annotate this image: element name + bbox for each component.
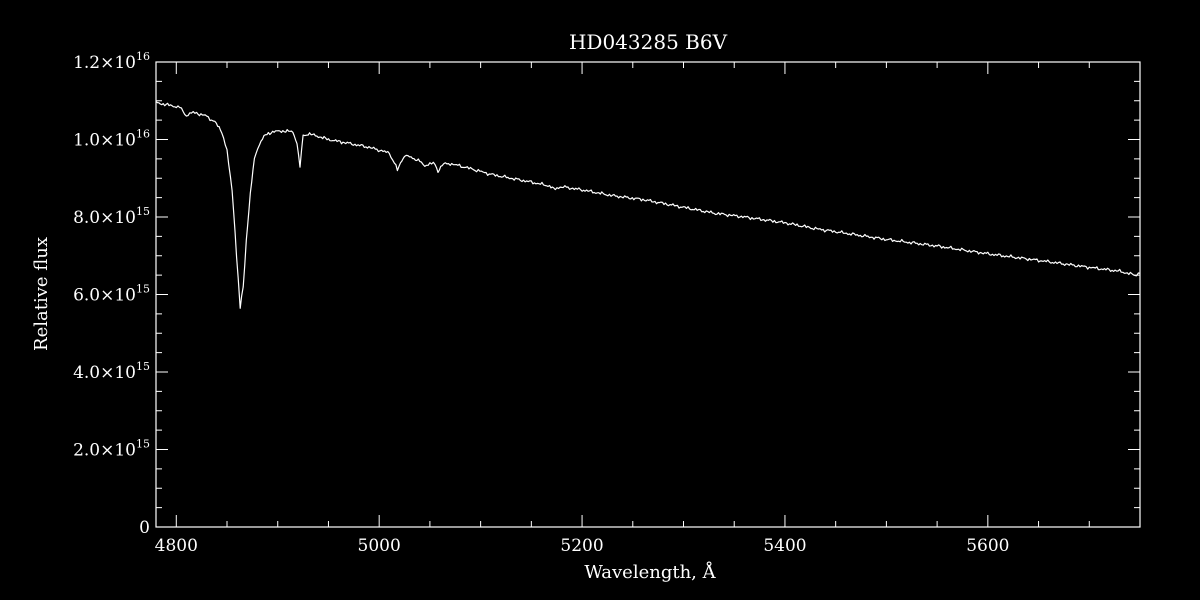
y-tick-label: 8.0×1015: [73, 205, 150, 228]
x-tick-label: 5000: [358, 536, 401, 556]
y-tick-labels: 0 2.0×1015 4.0×1015 6.0×1015 8.0×1015 1.0×101…: [73, 50, 150, 538]
y-tick-label: 6.0×1015: [73, 283, 150, 306]
y-tick-label: 1.2×1016: [73, 50, 150, 73]
axis-ticks: [156, 61, 1141, 528]
x-tick-label: 5600: [966, 536, 1009, 556]
y-axis-label: Relative flux: [31, 237, 52, 351]
spectrum-line: [155, 101, 1141, 309]
y-tick-label: 4.0×1015: [73, 360, 150, 383]
x-tick-label: 4800: [155, 536, 198, 556]
x-tick-label: 5200: [560, 536, 603, 556]
x-tick-label: 5400: [763, 536, 806, 556]
y-tick-label: 2.0×1015: [73, 438, 150, 461]
x-tick-labels: 4800 5000 5200 5400 5600: [155, 536, 1010, 556]
y-tick-label: 0: [139, 518, 150, 538]
chart-title: HD043285 B6V: [569, 30, 728, 54]
x-axis-label: Wavelength, Å: [584, 561, 716, 583]
y-tick-label: 1.0×1016: [73, 128, 150, 151]
